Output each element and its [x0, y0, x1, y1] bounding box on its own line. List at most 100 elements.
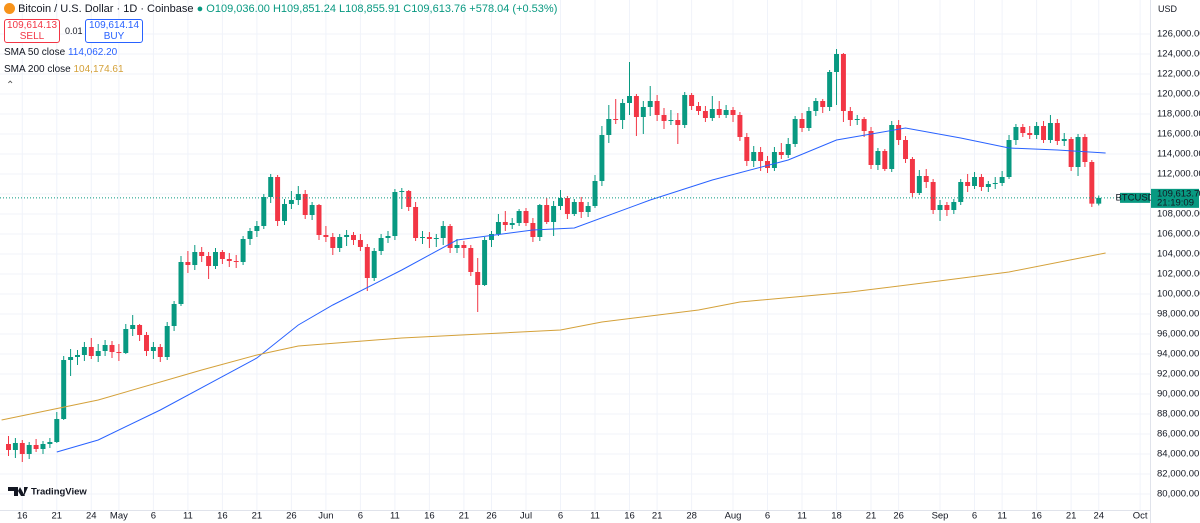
candle-body — [330, 237, 336, 248]
candle-body — [1054, 123, 1060, 141]
x-tick-label: Aug — [725, 511, 742, 522]
candle-body — [992, 183, 998, 184]
candle-body — [599, 135, 605, 181]
candle-body — [109, 345, 115, 352]
candle-body — [61, 360, 67, 419]
candle-body — [1096, 197, 1102, 204]
candle-body — [309, 205, 315, 215]
buy-button[interactable]: 109,614.14 BUY — [85, 19, 143, 43]
y-tick-label: 124,000.00 — [1157, 49, 1200, 60]
x-tick-label: May — [110, 511, 128, 522]
x-tick-label: 11 — [797, 511, 807, 522]
x-tick-label: 6 — [972, 511, 977, 522]
logo-text: TradingView — [31, 487, 87, 498]
candle-body — [516, 211, 522, 223]
x-tick-label: 26 — [486, 511, 497, 522]
candle-body — [337, 237, 343, 248]
candle-body — [137, 325, 143, 335]
x-tick-label: 16 — [424, 511, 435, 522]
candle-body — [1006, 140, 1012, 177]
candle-body — [199, 252, 205, 256]
candle-body — [585, 206, 591, 212]
sell-button[interactable]: 109,614.13 SELL — [4, 19, 60, 43]
candle-body — [420, 237, 425, 238]
candle-body — [399, 191, 405, 192]
y-tick-label: 126,000.00 — [1157, 29, 1200, 40]
sell-label[interactable]: SELL — [19, 31, 45, 42]
candle-body — [965, 182, 971, 186]
candle-body — [696, 106, 701, 111]
y-tick-label: 92,000.00 — [1157, 369, 1199, 380]
sell-price[interactable]: 109,614.13 — [6, 20, 58, 31]
candle-body — [1034, 126, 1040, 135]
candle-body — [827, 72, 833, 107]
x-tick-label: 16 — [217, 511, 228, 522]
candle-body — [1013, 127, 1019, 140]
candle-body — [454, 245, 460, 248]
y-tick-label: 120,000.00 — [1157, 89, 1200, 100]
candle-body — [868, 131, 874, 165]
candle-body — [571, 202, 577, 214]
candle-body — [799, 119, 805, 128]
buy-label[interactable]: BUY — [103, 31, 125, 42]
candle-body — [999, 177, 1005, 183]
candle-body — [985, 184, 991, 187]
candle-body — [192, 252, 198, 265]
candle-body — [613, 119, 619, 120]
candle-body — [668, 120, 674, 121]
candle-body — [730, 110, 736, 115]
candle-body — [765, 161, 771, 168]
legend-value: 114,062.20 — [67, 47, 118, 58]
candle-body — [468, 248, 474, 272]
candle-body — [40, 444, 46, 449]
candle-body — [157, 347, 163, 357]
candle-body — [916, 176, 922, 193]
x-tick-label: 6 — [558, 511, 563, 522]
candle-body — [813, 101, 819, 111]
price-tag — [1151, 188, 1199, 208]
countdown: 21:19:09 — [1157, 197, 1194, 208]
collapse-button[interactable]: ⌃ — [6, 80, 15, 91]
sma-line — [1, 252, 1106, 421]
y-tick-label: 94,000.00 — [1157, 349, 1199, 360]
candle-body — [903, 140, 909, 159]
symbol-title: Bitcoin / U.S. Dollar · 1D · Coinbase — [18, 3, 194, 15]
price-axis — [1150, 0, 1200, 523]
sma-line — [56, 127, 1106, 453]
currency: USD — [1158, 4, 1178, 14]
candle-body — [247, 231, 253, 239]
candle-body — [882, 151, 888, 169]
candle-body — [406, 191, 412, 207]
candle-body — [737, 115, 743, 137]
x-tick-label: Jun — [318, 511, 333, 522]
candle-body — [633, 96, 639, 117]
candle-body — [392, 192, 398, 236]
candle-body — [558, 198, 563, 206]
buy-price[interactable]: 109,614.14 — [88, 20, 140, 31]
legend-name: SMA 50 close — [4, 47, 66, 58]
y-tick-label: 102,000.00 — [1157, 269, 1200, 280]
candle-body — [295, 194, 301, 200]
candle-body — [95, 351, 101, 356]
candle-body — [268, 177, 274, 197]
candle-body — [6, 444, 11, 450]
candle-body — [47, 442, 53, 444]
candle-body — [316, 205, 322, 235]
x-tick-label: 16 — [1031, 511, 1042, 522]
candle-body — [68, 357, 74, 360]
candle-body — [640, 107, 646, 117]
spread: 0.01 — [65, 26, 83, 36]
candle-body — [840, 54, 846, 111]
candle-body — [1041, 126, 1047, 140]
candle-body — [1082, 137, 1088, 162]
y-tick-label: 116,000.00 — [1157, 129, 1200, 140]
candle-body — [820, 101, 826, 107]
candle-body — [150, 347, 156, 351]
x-tick-label: 6 — [151, 511, 156, 522]
x-tick-label: Sep — [932, 511, 949, 522]
candle-body — [482, 240, 488, 285]
candle-body — [475, 272, 481, 285]
x-tick-label: 26 — [286, 511, 297, 522]
candle-body — [702, 111, 708, 118]
candle-body — [171, 304, 177, 326]
